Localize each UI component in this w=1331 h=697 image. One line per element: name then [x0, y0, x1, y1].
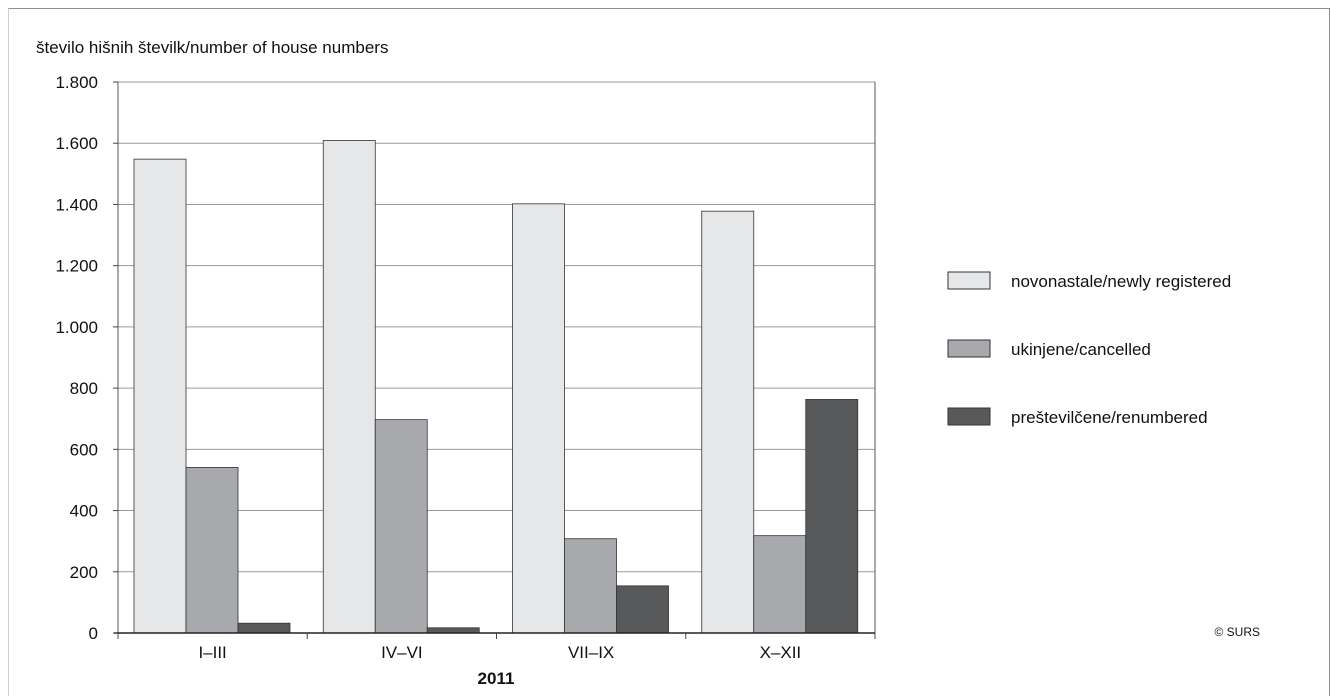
bar — [133, 158, 187, 634]
x-tick-labels: I–III IV–VI VII–IX X–XII — [198, 643, 801, 662]
bar — [374, 419, 428, 634]
gridlines — [118, 81, 875, 573]
axes — [113, 81, 876, 639]
x-tick-label: I–III — [198, 643, 226, 662]
bar — [616, 585, 669, 634]
x-tick-label: X–XII — [760, 643, 802, 662]
bar — [701, 210, 755, 634]
legend-label: novonastale/newly registered — [1011, 272, 1231, 291]
bars — [133, 140, 859, 634]
legend-label: ukinjene/cancelled — [1011, 340, 1151, 359]
x-axis-year-label: 2011 — [478, 669, 515, 688]
y-tick-label: 1.800 — [55, 73, 98, 92]
bar — [753, 535, 807, 634]
y-tick-label: 1.200 — [55, 257, 98, 276]
y-tick-label: 200 — [70, 563, 98, 582]
y-tick-label: 400 — [70, 502, 98, 521]
copyright-credit: © SURS — [1214, 625, 1260, 639]
legend-swatch — [947, 271, 991, 290]
chart-frame — [8, 8, 1330, 696]
legend-label: preštevilčene/renumbered — [1011, 408, 1208, 427]
bar — [805, 399, 859, 634]
y-tick-label: 800 — [70, 379, 98, 398]
bar — [564, 538, 617, 634]
x-tick-label: IV–VI — [381, 643, 423, 662]
y-tick-label: 0 — [89, 624, 98, 643]
y-tick-label: 1.000 — [55, 318, 98, 337]
x-tick-label: VII–IX — [568, 643, 614, 662]
legend-swatch — [947, 339, 991, 358]
bar — [512, 203, 565, 634]
bar — [322, 140, 376, 634]
bar — [426, 627, 480, 634]
y-tick-label: 1.400 — [55, 195, 98, 214]
y-tick-labels: 0 200 400 600 800 1.000 1.200 1.400 1.600 1.800 — [55, 73, 98, 643]
legend: novonastale/newly registered ukinjene/can… — [947, 271, 1231, 427]
y-tick-label: 1.600 — [55, 134, 98, 153]
bar — [237, 622, 291, 634]
y-axis-title: število hišnih številk/number of house n… — [36, 38, 388, 57]
y-tick-label: 600 — [70, 440, 98, 459]
bar — [185, 466, 239, 634]
legend-swatch — [947, 407, 991, 426]
